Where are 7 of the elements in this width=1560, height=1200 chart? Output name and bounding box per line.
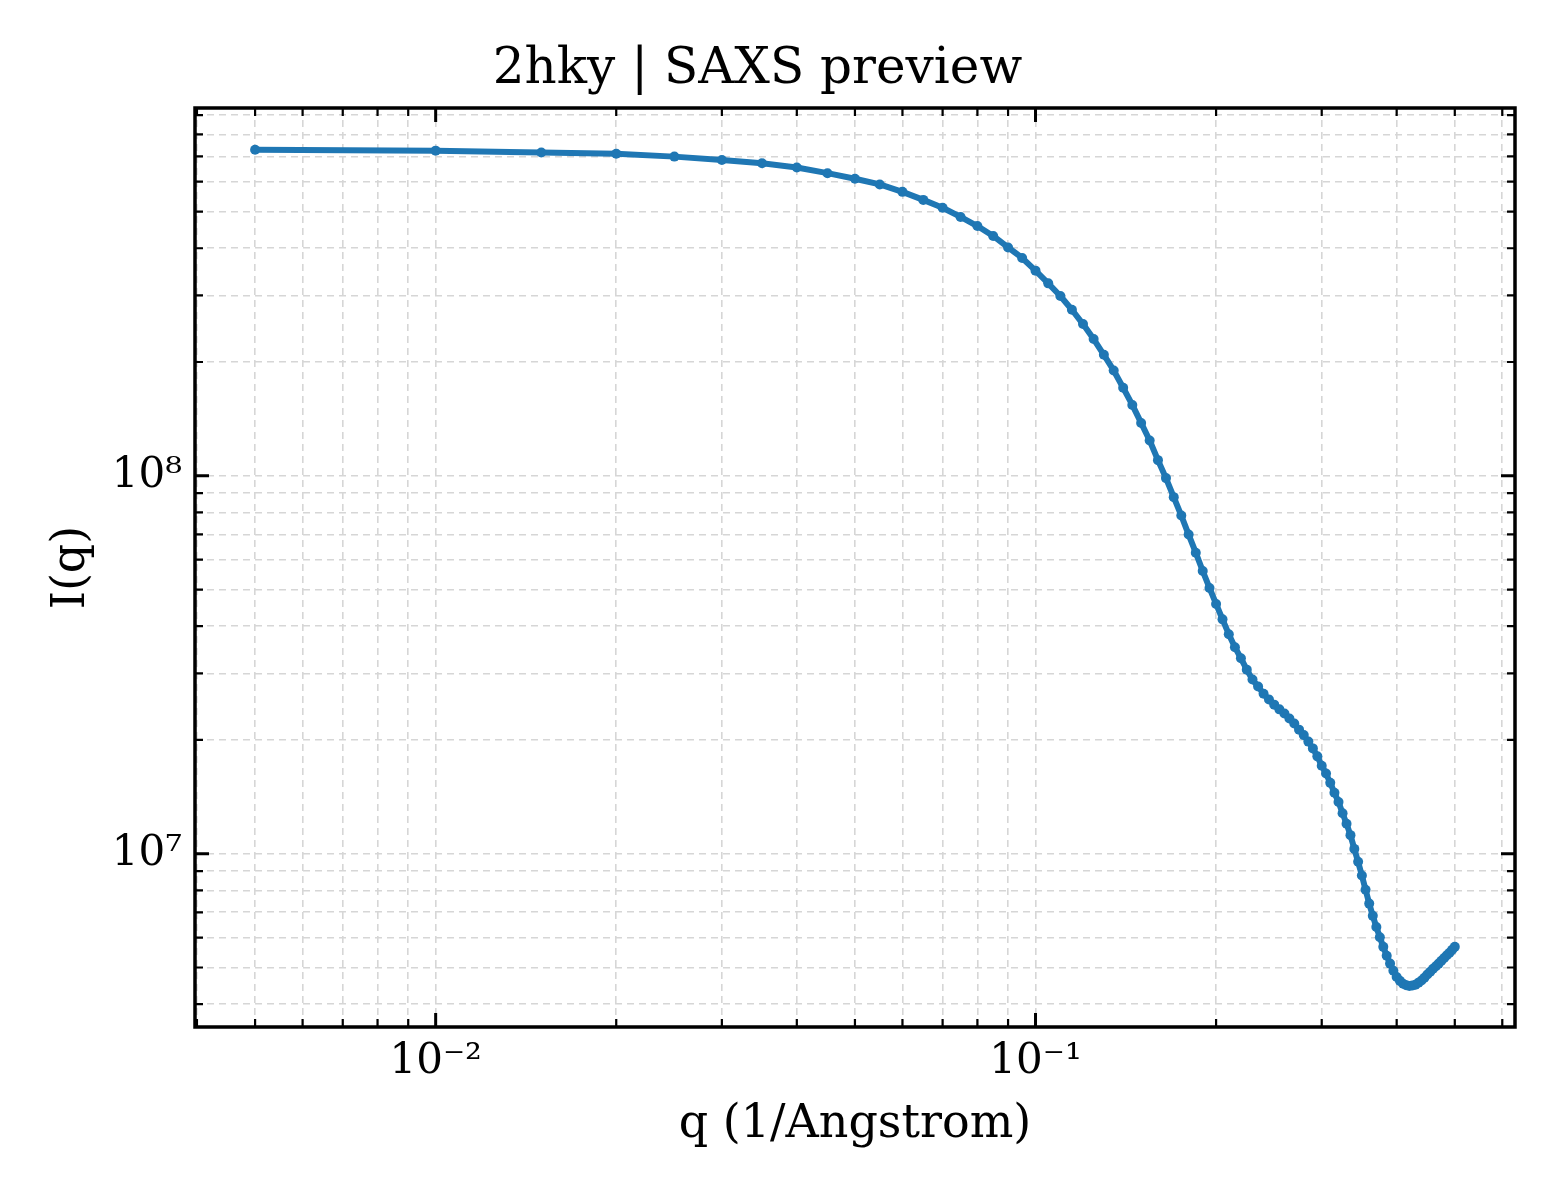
y-tick-label: 10⁸ [111, 447, 182, 497]
x-tick-label: 10⁻¹ [989, 1034, 1082, 1084]
y-axis-title: I(q) [40, 525, 95, 610]
x-axis-title: q (1/Angstrom) [678, 1094, 1032, 1149]
y-tick-label: 10⁷ [111, 825, 182, 875]
x-tick-label: 10⁻² [389, 1034, 482, 1084]
chart-title: 2hky | SAXS preview [492, 36, 1023, 95]
